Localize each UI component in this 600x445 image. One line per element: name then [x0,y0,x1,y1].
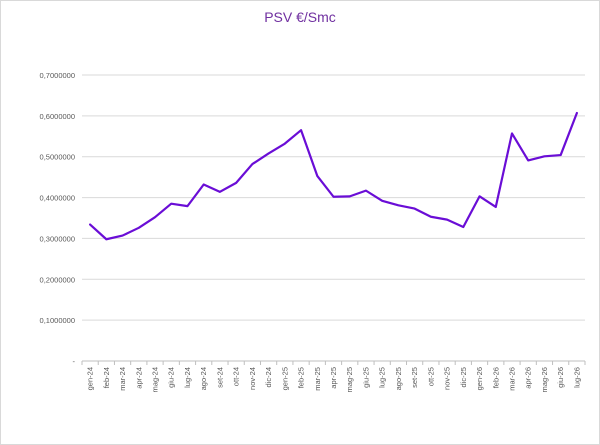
grid-lines [82,74,585,321]
y-tick-label: 0,7000000 [40,71,75,80]
x-tick-label: apr-25 [329,367,338,389]
x-tick-label: mag-24 [151,367,160,392]
x-tick-label: set-25 [410,367,419,388]
x-tick-label: mar-25 [313,367,322,391]
data-point [397,204,399,206]
data-point [300,129,302,131]
x-tick-label: ott-24 [232,367,241,386]
data-point [251,163,253,165]
x-tick-label: giu-26 [556,367,565,388]
data-point [527,159,529,161]
x-tick-label: feb-24 [102,367,111,388]
x-tick-label: gen-24 [86,367,95,390]
data-point [430,216,432,218]
data-point [267,152,269,154]
data-point [381,200,383,202]
x-tick-label: feb-25 [297,367,306,388]
x-tick-label: nov-25 [443,367,452,390]
data-point [89,223,91,225]
data-point [349,195,351,197]
x-tick-label: mar-26 [507,367,516,391]
data-point [462,226,464,228]
data-point [219,191,221,193]
x-tick-label: ago-24 [199,367,208,390]
data-point [495,206,497,208]
x-tick-label: set-24 [215,367,224,388]
x-tick-label: gen-26 [475,367,484,390]
x-axis [81,360,586,365]
y-tick-label: 0,5000000 [40,153,75,162]
data-point [332,196,334,198]
data-point [284,142,286,144]
x-tick-label: lug-26 [572,367,581,388]
data-point [365,189,367,191]
x-tick-label: gen-25 [280,367,289,390]
y-tick-label: 0,3000000 [40,234,75,243]
x-tick-label: apr-26 [524,367,533,389]
data-point [202,183,204,185]
x-tick-label: dic-24 [264,367,273,387]
y-tick-label: 0,2000000 [40,275,75,284]
x-tick-label: ott-25 [426,367,435,386]
x-tick-label: mag-25 [345,367,354,392]
data-point [543,155,545,157]
y-tick-label: 0,6000000 [40,112,75,121]
data-point [446,218,448,220]
data-point [170,203,172,205]
y-tick-label: 0,4000000 [40,194,75,203]
x-tick-label: dic-25 [459,367,468,387]
x-tick-label: feb-26 [491,367,500,388]
data-point [576,112,578,114]
data-point [413,207,415,209]
data-point [235,182,237,184]
series-line [89,111,578,241]
x-tick-label: nov-24 [248,367,257,390]
data-point [138,227,140,229]
y-tick-label: - [73,357,76,366]
x-axis-tick-labels: gen-24 feb-24 mar-24 apr-24 mag-24 giu-24 lug-… [86,367,582,392]
data-point [105,238,107,240]
data-point [154,216,156,218]
data-point [316,175,318,177]
data-point [121,234,123,236]
x-tick-label: mag-26 [540,367,549,392]
data-point [478,195,480,197]
y-axis-tick-labels: - 0,1000000 0,2000000 0,3000000 0,4000000 0,5… [40,71,76,366]
x-tick-label: apr-24 [134,367,143,389]
x-tick-label: giu-24 [167,367,176,388]
chart-title: PSV €/Smc [264,9,336,25]
series-psv [89,111,578,241]
data-point [186,205,188,207]
y-tick-label: 0,1000000 [40,316,75,325]
data-point [511,132,513,134]
x-tick-label: lug-25 [378,367,387,388]
x-tick-label: ago-25 [394,367,403,390]
x-tick-label: mar-24 [118,367,127,391]
x-tick-label: giu-25 [361,367,370,388]
x-tick-label: lug-24 [183,367,192,388]
data-point [559,154,561,156]
